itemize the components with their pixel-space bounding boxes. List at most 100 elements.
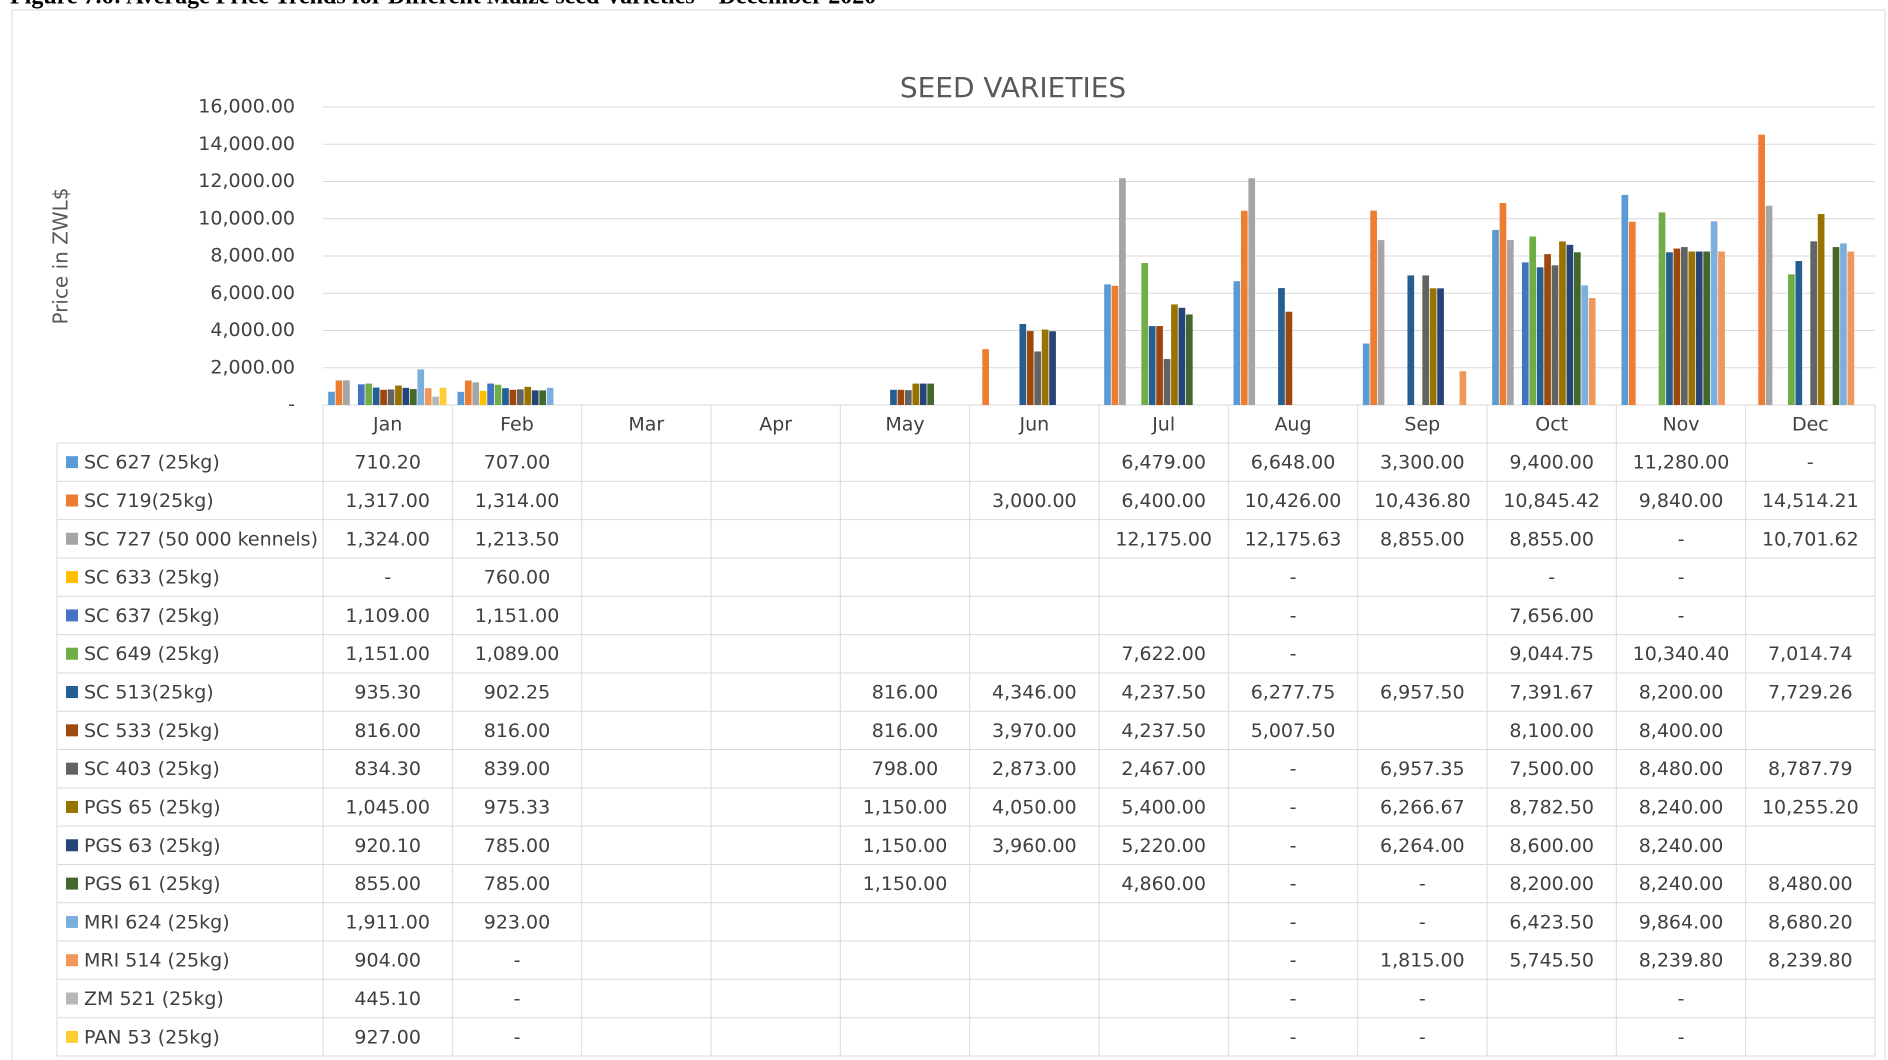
legend-label: SC 719(25kg) bbox=[84, 490, 214, 512]
bar bbox=[1521, 262, 1529, 405]
y-tick-label: 14,000.00 bbox=[198, 133, 295, 155]
table-cell: 4,237.50 bbox=[1121, 682, 1206, 704]
table-cell: 8,782.50 bbox=[1509, 796, 1594, 818]
table-cell: 855.00 bbox=[354, 873, 420, 895]
legend-swatch bbox=[66, 647, 78, 660]
bar bbox=[1573, 252, 1581, 405]
bar bbox=[1362, 343, 1370, 405]
table-cell: 4,050.00 bbox=[992, 796, 1077, 818]
bar bbox=[1758, 134, 1765, 405]
table-cell: 14,514.21 bbox=[1762, 490, 1859, 512]
table-cell: - bbox=[1678, 528, 1685, 550]
table-cell: 10,426.00 bbox=[1245, 490, 1342, 512]
table-cell: 710.20 bbox=[354, 452, 420, 474]
table-cell: 9,400.00 bbox=[1509, 452, 1594, 474]
legend-label: SC 533 (25kg) bbox=[84, 720, 220, 742]
table-cell: 8,239.80 bbox=[1768, 950, 1853, 972]
bar bbox=[1111, 285, 1119, 405]
table-cell: 7,656.00 bbox=[1509, 605, 1594, 627]
y-axis-label: Price in ZWL$ bbox=[49, 187, 73, 324]
x-tick-label: Mar bbox=[628, 414, 664, 436]
bar bbox=[1248, 178, 1256, 405]
table-cell: 10,436.80 bbox=[1374, 490, 1471, 512]
bar bbox=[1529, 236, 1537, 405]
bar bbox=[927, 383, 935, 405]
table-cell: 6,277.75 bbox=[1251, 682, 1336, 704]
table-cell: 1,109.00 bbox=[345, 605, 430, 627]
legend-label: MRI 514 (25kg) bbox=[84, 950, 230, 972]
table-cell: 8,480.00 bbox=[1768, 873, 1853, 895]
table-cell: 8,855.00 bbox=[1380, 528, 1465, 550]
bar bbox=[472, 382, 480, 405]
table-cell: - bbox=[1290, 567, 1297, 589]
bar bbox=[457, 391, 465, 405]
bar bbox=[1666, 252, 1673, 405]
bar bbox=[1621, 194, 1629, 405]
table-cell: 1,151.00 bbox=[475, 605, 560, 627]
table-cell: 1,213.50 bbox=[475, 528, 560, 550]
table-cell: 1,815.00 bbox=[1380, 950, 1465, 972]
table-cell: - bbox=[1807, 452, 1814, 474]
figure-caption: Figure 7.6: Average Price Trends for Dif… bbox=[10, 0, 876, 10]
bar bbox=[357, 384, 365, 405]
bar bbox=[409, 389, 417, 405]
bar bbox=[1437, 288, 1444, 405]
table-cell: 816.00 bbox=[354, 720, 420, 742]
bar bbox=[1710, 221, 1718, 405]
table-cell: - bbox=[1548, 567, 1555, 589]
bar bbox=[1695, 251, 1703, 405]
bar bbox=[1847, 251, 1855, 405]
bar bbox=[1240, 210, 1248, 405]
bar bbox=[539, 390, 547, 405]
bar bbox=[912, 383, 920, 405]
bar bbox=[395, 385, 402, 405]
bar bbox=[1559, 241, 1566, 405]
table-cell: 8,680.20 bbox=[1768, 911, 1853, 933]
bar bbox=[1817, 213, 1825, 405]
y-tick-label: 16,000.00 bbox=[198, 96, 295, 118]
table-cell: 920.10 bbox=[354, 835, 420, 857]
table-cell: 7,014.74 bbox=[1768, 643, 1853, 665]
table-cell: 1,314.00 bbox=[475, 490, 560, 512]
bar bbox=[1026, 331, 1034, 405]
table-cell: 9,044.75 bbox=[1509, 643, 1594, 665]
bar bbox=[1658, 212, 1666, 405]
bar bbox=[1104, 284, 1111, 405]
y-tick-label: 6,000.00 bbox=[210, 282, 295, 304]
table-cell: - bbox=[1290, 605, 1297, 627]
table-cell: - bbox=[514, 1026, 521, 1048]
bar bbox=[524, 386, 532, 405]
table-cell: 12,175.63 bbox=[1245, 528, 1342, 550]
table-cell: 798.00 bbox=[872, 758, 938, 780]
table-cell: - bbox=[1678, 567, 1685, 589]
table-cell: 1,911.00 bbox=[345, 911, 430, 933]
table-cell: 1,150.00 bbox=[863, 796, 948, 818]
bar bbox=[1718, 251, 1725, 405]
bar bbox=[1551, 265, 1559, 405]
table-cell: - bbox=[1290, 873, 1297, 895]
bar bbox=[1185, 314, 1193, 405]
table-cell: 3,000.00 bbox=[992, 490, 1077, 512]
bar bbox=[1681, 247, 1688, 405]
y-tick-label: - bbox=[288, 394, 295, 416]
table-cell: 4,860.00 bbox=[1121, 873, 1206, 895]
table-cell: 1,151.00 bbox=[345, 643, 430, 665]
bar bbox=[1536, 267, 1544, 405]
bar bbox=[1034, 351, 1042, 405]
bar bbox=[919, 383, 927, 405]
legend-label: SC 649 (25kg) bbox=[84, 643, 220, 665]
bar bbox=[417, 369, 425, 405]
bar bbox=[1840, 243, 1847, 405]
table-cell: 10,255.20 bbox=[1762, 796, 1859, 818]
bar bbox=[1832, 247, 1840, 405]
legend-swatch bbox=[66, 915, 78, 928]
table-cell: 6,479.00 bbox=[1121, 452, 1206, 474]
legend-label: SC 403 (25kg) bbox=[84, 758, 220, 780]
table-cell: 1,089.00 bbox=[475, 643, 560, 665]
table-cell: 839.00 bbox=[484, 758, 550, 780]
bar bbox=[1499, 203, 1507, 405]
table-cell: 6,266.67 bbox=[1380, 796, 1465, 818]
table-cell: 8,480.00 bbox=[1639, 758, 1724, 780]
bar bbox=[1148, 326, 1156, 405]
